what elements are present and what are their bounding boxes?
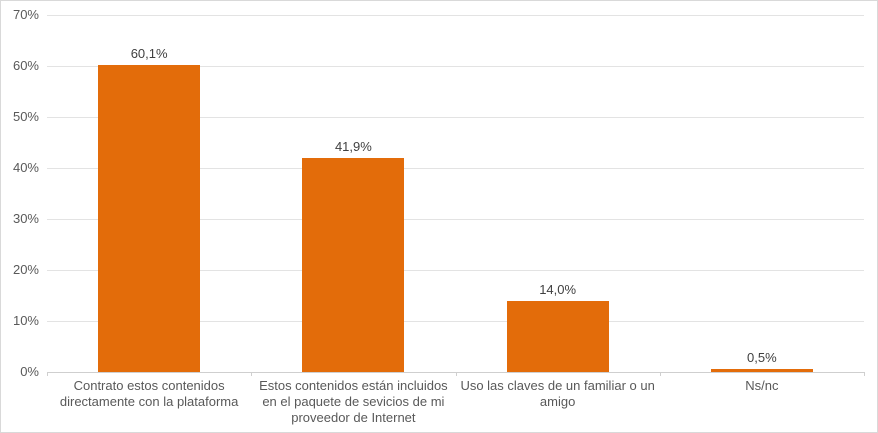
x-axis-tick <box>864 372 865 376</box>
category-label: Ns/nc <box>745 378 779 393</box>
y-axis-label: 10% <box>12 313 39 328</box>
gridline <box>47 168 864 169</box>
bar <box>302 158 405 372</box>
bar-value-label: 14,0% <box>539 281 577 297</box>
bar-value-label: 0,5% <box>747 350 777 366</box>
y-axis-label: 0% <box>20 364 39 379</box>
y-axis-label: 30% <box>12 211 39 226</box>
y-axis-label: 40% <box>12 160 39 175</box>
gridline <box>47 66 864 67</box>
x-axis-tick <box>659 372 661 376</box>
gridline <box>47 117 864 118</box>
y-axis-label: 20% <box>12 262 39 277</box>
gridline <box>47 270 864 271</box>
bar <box>506 300 609 372</box>
x-axis-tick <box>47 372 48 376</box>
x-axis-tick <box>455 372 457 376</box>
category-label: Uso las claves de un familiar o un amigo <box>460 378 655 409</box>
y-axis-label: 70% <box>12 7 39 22</box>
gridline <box>47 321 864 322</box>
x-axis-tick <box>251 372 253 376</box>
y-axis-label: 60% <box>12 58 39 73</box>
category-label: Contrato estos contenidos directamente c… <box>59 378 239 409</box>
bar <box>98 65 201 372</box>
y-axis-label: 50% <box>12 109 39 124</box>
gridline <box>47 219 864 220</box>
bar-value-label: 41,9% <box>334 139 372 155</box>
category-label: Estos contenidos están incluidos en el p… <box>259 378 448 425</box>
bar <box>710 369 813 372</box>
gridline <box>47 15 864 16</box>
bar-value-label: 60,1% <box>130 46 168 62</box>
